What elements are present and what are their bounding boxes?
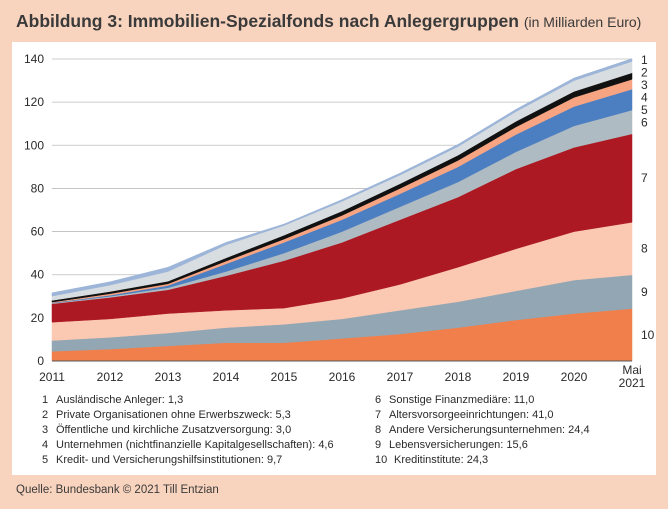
series-label-6: 6 (641, 115, 648, 129)
y-tick-label: 60 (31, 225, 45, 239)
chart-unit: (in Milliarden Euro) (523, 14, 642, 30)
x-tick-label: 2020 (561, 370, 588, 384)
series-label-8: 8 (641, 242, 648, 256)
legend-text: Altersvorsorgeeinrichtungen: 41,0 (389, 409, 554, 421)
x-tick-label: 2016 (329, 370, 356, 384)
series-label-5: 5 (641, 103, 648, 117)
y-tick-label: 100 (24, 138, 44, 152)
x-tick-label: 2015 (271, 370, 298, 384)
y-tick-label: 120 (24, 95, 44, 109)
x-tick-label: Mai 2021 (619, 363, 646, 387)
area-series (51, 58, 633, 362)
x-tick-label: 2019 (503, 370, 530, 384)
x-tick-label: 2011 (39, 370, 65, 384)
chart-title-text: Abbildung 3: Immobilien-Spezialfonds nac… (16, 11, 519, 31)
y-tick-label: 140 (24, 52, 44, 66)
legend-text: Unternehmen (nichtfinanzielle Kapitalges… (56, 439, 334, 451)
area-series-1 (51, 58, 633, 297)
legend-item-2: 2 Private Organisationen ohne Erwerbszwec… (42, 409, 291, 421)
legend-number: 5 (42, 454, 49, 466)
legend-item-1: 1 Ausländische Anleger: 1,3 (42, 394, 183, 406)
series-label-2: 2 (641, 65, 648, 79)
y-tick-label: 20 (31, 311, 45, 325)
legend-text: Kreditinstitute: 24,3 (394, 454, 489, 466)
y-tick-label: 80 (31, 181, 45, 195)
x-tick-label: 2014 (213, 370, 240, 384)
legend-text: Andere Versicherungsunternehmen: 24,4 (389, 424, 590, 436)
legend-item-6: 6 Sonstige Finanzmediäre: 11,0 (375, 394, 534, 406)
series-label-9: 9 (641, 285, 648, 299)
x-tick-label: 2012 (97, 370, 124, 384)
legend-number: 8 (375, 424, 382, 436)
y-tick-label: 0 (37, 354, 44, 368)
legend-text: Sonstige Finanzmediäre: 11,0 (389, 394, 535, 406)
legend-number: 7 (375, 409, 382, 421)
series-label-1: 1 (641, 53, 648, 67)
legend-number: 4 (42, 439, 49, 451)
legend-item-7: 7 Altersvorsorgeeinrichtungen: 41,0 (375, 409, 553, 421)
legend-number: 2 (42, 409, 49, 421)
legend-text: Ausländische Anleger: 1,3 (56, 394, 184, 406)
series-label-10: 10 (641, 328, 655, 342)
legend-item-10: 10 Kreditinstitute: 24,3 (375, 454, 488, 466)
legend-item-4: 4 Unternehmen (nichtfinanzielle Kapitalge… (42, 439, 334, 451)
legend-number: 6 (375, 394, 382, 406)
x-tick-labels: 2011 2012 2013 2014 2015 2016 2017 2018 2019 2020… (39, 363, 646, 387)
chart-panel: 0 20 40 60 80 100 120 140 2011 2012 2013 2014 2015 2… (12, 42, 656, 475)
legend-item-3: 3 Öffentliche und kirchliche Zusatzversor… (42, 424, 291, 436)
x-tick-label: 2018 (445, 370, 472, 384)
source-note: Quelle: Bundesbank © 2021 Till Entzian (16, 484, 219, 496)
legend-item-8: 8 Andere Versicherungsunternehmen: 24,4 (375, 424, 590, 436)
series-label-3: 3 (641, 78, 648, 92)
x-tick-label: 2013 (155, 370, 182, 384)
series-label-7: 7 (641, 171, 648, 185)
x-tick-label: 2017 (387, 370, 414, 384)
legend-number: 10 (375, 454, 388, 466)
legend-text: Private Organisationen ohne Erwerbszweck… (56, 409, 291, 421)
series-label-4: 4 (641, 90, 648, 104)
legend-number: 1 (42, 394, 49, 406)
legend-text: Kredit- und Versicherungshilfsinstitutio… (56, 454, 283, 466)
legend-number: 3 (42, 424, 49, 436)
legend-number: 9 (375, 439, 382, 451)
legend-item-5: 5 Kredit- und Versicherungshilfsinstituti… (42, 454, 282, 466)
legend-text: Öffentliche und kirchliche Zusatzversorg… (56, 424, 292, 436)
y-tick-label: 40 (31, 268, 45, 282)
legend-text: Lebensversicherungen: 15,6 (389, 439, 528, 451)
y-tick-labels: 0 20 40 60 80 100 120 140 (24, 52, 44, 368)
legend-item-9: 9 Lebensversicherungen: 15,6 (375, 439, 528, 451)
chart-title: Abbildung 3: Immobilien-Spezialfonds nac… (16, 11, 641, 32)
